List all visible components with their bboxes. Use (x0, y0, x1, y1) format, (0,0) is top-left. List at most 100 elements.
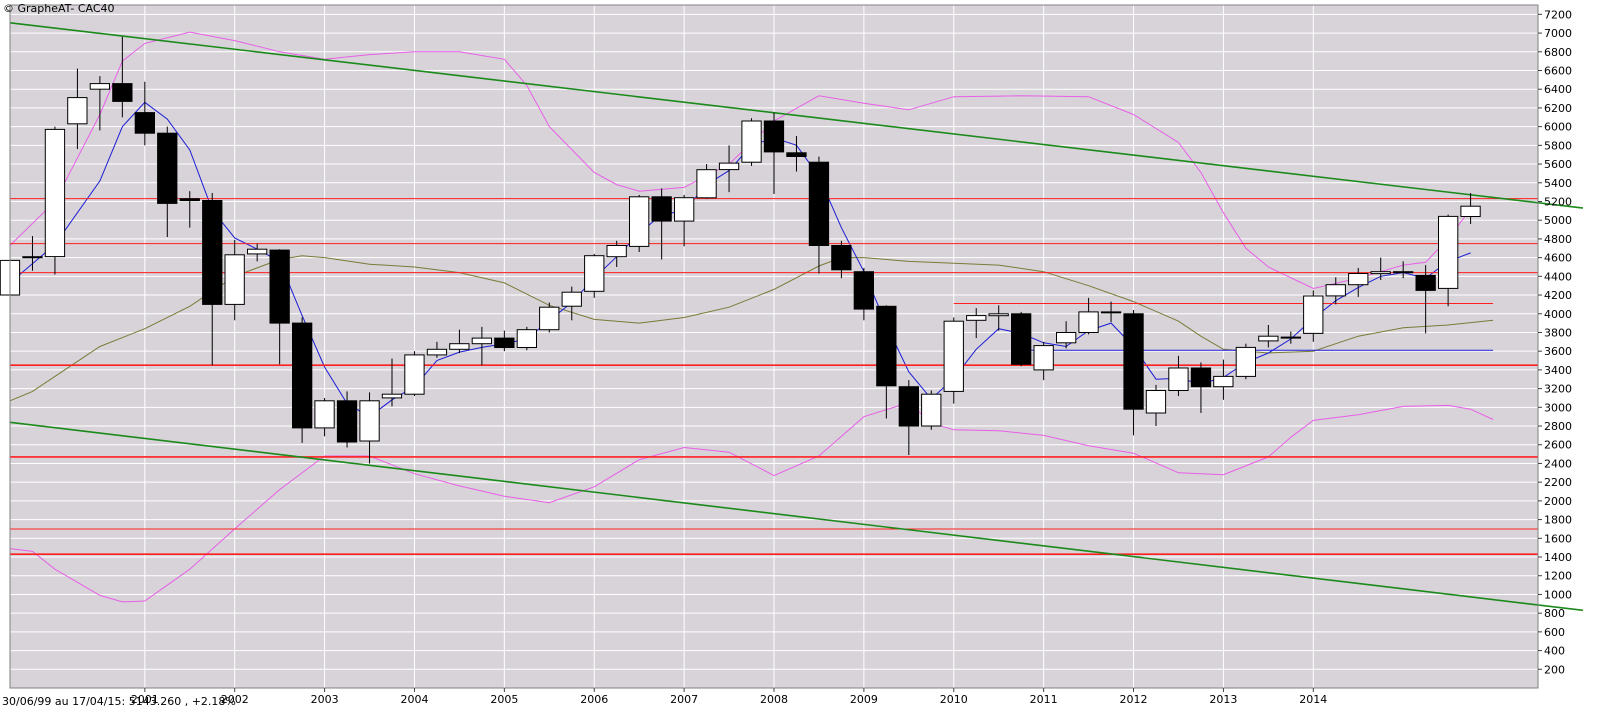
y-tick-label: 7200 (1544, 8, 1572, 21)
candle-body (1370, 271, 1391, 275)
x-tick-label: 2001 (131, 693, 159, 706)
candle-body (179, 198, 200, 202)
y-tick-label: 4400 (1544, 270, 1572, 283)
candle-body (1348, 273, 1369, 286)
candle-body (1145, 390, 1167, 414)
horizontal-levels (10, 198, 1538, 556)
y-axis: 7200 7000 6800 6600 6400 6200 6000 5800 5600 5400… (1538, 8, 1572, 676)
candle-body (202, 200, 223, 305)
candle-body (1460, 205, 1481, 217)
candle-body (966, 315, 987, 321)
candle-body (539, 306, 560, 331)
trend-channel-line (9, 421, 1584, 612)
candle-body (359, 400, 380, 442)
x-tick-label: 2005 (490, 693, 518, 706)
candle-body (696, 169, 717, 199)
candles (0, 36, 1481, 464)
candle-body (674, 197, 695, 222)
candle-body (1303, 295, 1324, 334)
y-tick-label: 5400 (1544, 177, 1572, 190)
candle-body (1258, 335, 1279, 342)
y-tick-label: 4000 (1544, 308, 1572, 321)
y-tick-label: 800 (1544, 607, 1565, 620)
y-tick-label: 4600 (1544, 252, 1572, 265)
candle-body (1123, 313, 1144, 410)
candle-body (1168, 367, 1189, 391)
candle-body (22, 256, 43, 259)
bollinger-lower-line (9, 402, 1494, 603)
candle-body (224, 254, 245, 305)
candle-body (1078, 311, 1099, 333)
y-tick-label: 1600 (1544, 532, 1572, 545)
y-tick-label: 3600 (1544, 345, 1572, 358)
y-tick-label: 5000 (1544, 214, 1572, 227)
candle-body (1280, 336, 1301, 339)
candle-body (831, 245, 852, 271)
y-tick-label: 7000 (1544, 27, 1572, 40)
y-tick-label: 2000 (1544, 495, 1572, 508)
candle-body (1393, 271, 1414, 274)
candle-body (898, 386, 920, 427)
y-tick-label: 3800 (1544, 326, 1572, 339)
candle-body (449, 343, 470, 350)
y-tick-label: 2400 (1544, 457, 1572, 470)
candle-body (1011, 313, 1032, 365)
x-axis: 2001 2002 2003 2004 2005 2006 2007 2008 2009 2010… (131, 688, 1327, 706)
candle-body (314, 400, 335, 429)
candle-body (44, 128, 66, 258)
candle-body (1213, 375, 1234, 388)
candle-body (606, 245, 627, 258)
trend-channel-line (9, 21, 1584, 209)
x-tick-label: 2007 (670, 693, 698, 706)
candle-body (808, 161, 830, 246)
candle-body (1056, 332, 1077, 344)
x-tick-label: 2011 (1030, 693, 1058, 706)
candle-body (1325, 284, 1346, 297)
candle-body (292, 322, 313, 429)
x-tick-label: 2008 (760, 693, 788, 706)
chart-footer-info: 30/06/99 au 17/04/15: 5143.260 , +2.18% (2, 695, 236, 708)
candle-body (943, 320, 964, 392)
y-tick-label: 2600 (1544, 439, 1572, 452)
y-tick-label: 6400 (1544, 83, 1572, 96)
x-tick-label: 2013 (1209, 693, 1237, 706)
y-tick-label: 5200 (1544, 195, 1572, 208)
candle-body (67, 97, 88, 125)
candle-body (741, 120, 762, 163)
x-tick-label: 2010 (940, 693, 968, 706)
candle-body (134, 112, 155, 134)
y-tick-label: 1800 (1544, 514, 1572, 527)
candle-body (988, 313, 1009, 317)
y-tick-label: 6200 (1544, 102, 1572, 115)
y-tick-label: 3400 (1544, 364, 1572, 377)
x-tick-label: 2014 (1299, 693, 1327, 706)
candle-body (651, 196, 672, 222)
y-tick-label: 6000 (1544, 121, 1572, 134)
y-tick-label: 200 (1544, 663, 1565, 676)
y-tick-label: 6600 (1544, 64, 1572, 77)
y-tick-label: 1200 (1544, 570, 1572, 583)
candle-body (561, 291, 582, 307)
x-tick-label: 2006 (580, 693, 608, 706)
candle-body (404, 354, 425, 395)
trend-channel (9, 21, 1584, 612)
candle-body (381, 393, 403, 399)
candle-body (718, 162, 740, 171)
candle-body (853, 271, 875, 310)
candle-body (1235, 346, 1256, 377)
candle-body (471, 337, 493, 345)
candle-body (1033, 345, 1054, 371)
moving-average-short-line (9, 101, 1471, 418)
candle-body (89, 83, 110, 90)
candle-body (629, 196, 650, 247)
y-tick-label: 4200 (1544, 289, 1572, 302)
y-tick-label: 2800 (1544, 420, 1572, 433)
candle-body (584, 255, 605, 292)
candle-body (876, 305, 897, 387)
y-tick-label: 1000 (1544, 588, 1572, 601)
candle-body (763, 120, 785, 153)
y-tick-label: 5800 (1544, 139, 1572, 152)
y-tick-label: 400 (1544, 645, 1565, 658)
